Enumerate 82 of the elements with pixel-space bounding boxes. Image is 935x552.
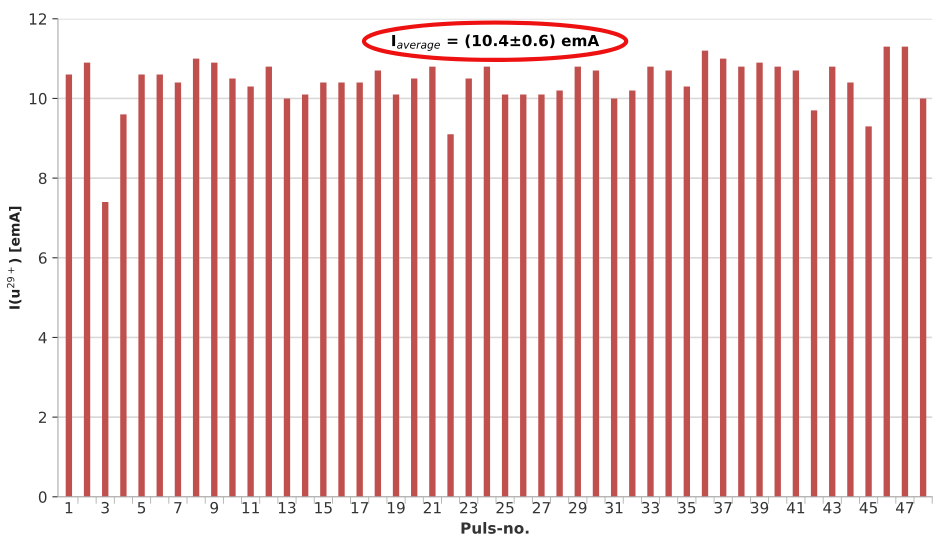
bar — [302, 94, 308, 497]
y-tick-label: 4 — [38, 332, 47, 344]
bar — [738, 66, 745, 497]
bar — [120, 114, 127, 497]
x-tick-label: 41 — [786, 502, 804, 514]
x-tick-label: 35 — [678, 502, 696, 514]
bar — [338, 82, 345, 497]
x-tick-label: 19 — [388, 502, 405, 514]
bar — [247, 86, 254, 497]
bar — [174, 82, 182, 497]
bar — [356, 82, 363, 497]
bar — [538, 94, 545, 497]
bar — [466, 78, 472, 497]
bar — [84, 62, 90, 497]
bar — [284, 98, 290, 497]
bar — [429, 66, 436, 497]
x-tick-label: 21 — [424, 502, 441, 514]
bar — [865, 126, 872, 497]
bar — [66, 74, 72, 497]
y-tick-label: 2 — [38, 412, 46, 423]
bar — [920, 98, 926, 497]
x-tick-label: 23 — [460, 502, 478, 514]
bar — [229, 78, 236, 497]
bar — [520, 94, 526, 497]
bar — [138, 74, 145, 497]
bar — [902, 46, 908, 497]
x-tick-label: 25 — [496, 502, 514, 514]
x-tick-label: 31 — [606, 502, 622, 514]
bar — [792, 70, 800, 497]
y-tick-label: 12 — [30, 13, 46, 25]
bar — [411, 78, 418, 497]
bar — [884, 46, 890, 497]
x-tick-label: 29 — [569, 502, 586, 514]
bar — [629, 90, 636, 497]
bar — [684, 86, 690, 497]
x-tick-label: 43 — [823, 502, 841, 514]
x-axis-title: Puls-no. — [462, 522, 528, 534]
x-tick-label: 1 — [66, 502, 72, 514]
bar — [702, 50, 708, 497]
x-tick-label: 11 — [242, 502, 259, 514]
bar — [665, 70, 672, 497]
bar — [756, 62, 763, 497]
y-tick-label: 10 — [30, 92, 47, 104]
x-tick-label: 17 — [352, 502, 368, 514]
x-tick-label: 27 — [532, 502, 550, 514]
bar — [829, 66, 836, 497]
x-tick-label: 7 — [174, 502, 182, 514]
x-tick-label: 37 — [714, 502, 732, 514]
bar — [192, 58, 200, 497]
bar — [484, 66, 490, 497]
x-tick-label: 13 — [278, 502, 296, 514]
x-tick-label: 45 — [860, 502, 877, 514]
bar — [720, 58, 726, 497]
bar — [592, 70, 600, 497]
x-tick-label: 3 — [102, 502, 109, 514]
bar — [574, 66, 581, 497]
y-axis-title: I(u$^{29+}$) [emA] — [7, 206, 22, 309]
x-tick-label: 9 — [210, 502, 218, 514]
y-tick-label: 0 — [38, 491, 47, 503]
x-tick-label: 39 — [750, 502, 768, 514]
bar — [447, 134, 454, 497]
bar — [610, 98, 618, 497]
bar — [556, 90, 563, 497]
bar — [211, 62, 218, 497]
bar — [647, 66, 654, 497]
bar — [266, 66, 272, 497]
y-tick-label: 6 — [38, 252, 47, 264]
x-tick-label: 47 — [896, 502, 914, 514]
annotation: I$_{average}$ = (10.4±0.6) emA — [392, 34, 600, 51]
bar — [320, 82, 327, 497]
bar — [774, 66, 781, 497]
bar — [156, 74, 163, 497]
bar — [392, 94, 400, 497]
bar — [374, 70, 382, 497]
x-tick-label: 33 — [642, 502, 659, 514]
y-tick-label: 8 — [38, 172, 47, 184]
x-tick-label: 5 — [138, 502, 146, 514]
bar — [810, 110, 818, 497]
bar — [847, 82, 854, 497]
bar — [502, 94, 508, 497]
x-tick-label: 15 — [315, 502, 332, 514]
bar — [102, 202, 108, 497]
